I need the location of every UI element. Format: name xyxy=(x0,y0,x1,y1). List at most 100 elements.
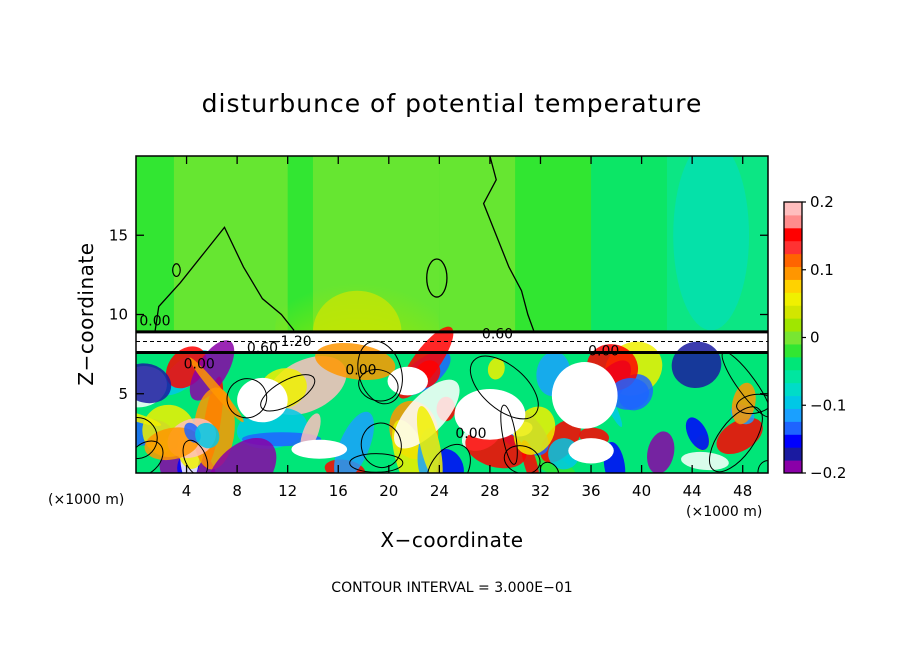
contour-line xyxy=(503,445,541,473)
x-tick-label: 32 xyxy=(531,482,550,500)
colorbar-swatch xyxy=(784,382,802,397)
contour-label: 0.00 xyxy=(455,426,486,442)
contour-label: 0.60 xyxy=(482,326,513,342)
colorbar-tick-label: 0.1 xyxy=(810,261,834,279)
swirl xyxy=(608,378,650,410)
contour-line xyxy=(539,461,560,473)
contour-line xyxy=(500,404,518,465)
contour-label: 0.00 xyxy=(139,314,170,330)
contour-line xyxy=(426,443,471,473)
contour-label: 0.60 xyxy=(247,341,278,357)
chart-title: disturbunce of potential temperature xyxy=(202,89,703,118)
colorbar-swatch xyxy=(784,253,802,268)
x-tick-label: 16 xyxy=(329,482,348,500)
contour-line xyxy=(736,393,768,415)
contour-interval-note: CONTOUR INTERVAL = 3.000E−01 xyxy=(331,580,572,596)
x-tick-label: 48 xyxy=(733,482,752,500)
swirl xyxy=(136,363,172,404)
contour-line xyxy=(721,351,768,418)
upper-patch xyxy=(439,156,516,332)
upper-patch xyxy=(173,156,288,332)
colorbar-swatch xyxy=(784,447,802,461)
contour-label: −1.20 xyxy=(269,334,312,350)
colorbar-swatch xyxy=(784,292,802,306)
x-tick-label: 4 xyxy=(182,482,192,500)
x-axis-title: X−coordinate xyxy=(380,528,523,552)
colorbar-swatch xyxy=(784,227,802,242)
contour-line xyxy=(757,460,768,473)
x-tick-label: 36 xyxy=(581,482,600,500)
contour-line xyxy=(154,226,295,333)
y-tick-label: 5 xyxy=(118,385,128,403)
colorbar-swatch xyxy=(784,434,802,448)
x-unit-left: (×1000 m) xyxy=(48,492,124,508)
colorbar-swatch xyxy=(784,331,802,345)
contour-line xyxy=(482,156,535,333)
colorbar-swatch xyxy=(784,279,802,293)
x-tick-label: 40 xyxy=(632,482,651,500)
colorbar-swatch xyxy=(784,421,802,435)
colorbar-tick-label: 0.2 xyxy=(810,193,834,211)
colorbar-swatch xyxy=(784,408,802,422)
colorbar-swatch xyxy=(784,240,802,255)
colorbar-swatch xyxy=(784,395,802,409)
swirl xyxy=(195,422,220,449)
x-axis-ticks: 4 8 12 16 20 24 28 32 36 40 44 48 xyxy=(182,156,752,500)
swirl xyxy=(685,417,709,450)
white-patch xyxy=(568,438,614,464)
contour-line xyxy=(136,440,164,473)
swirl xyxy=(487,357,505,380)
colorbar-swatch xyxy=(784,369,802,384)
colorbar-swatch xyxy=(784,318,802,332)
colorbar: 0.2 0.1 0 −0.1 −0.2 xyxy=(783,193,846,482)
colorbar-tick-label: −0.1 xyxy=(810,396,846,414)
x-unit-right: (×1000 m) xyxy=(686,504,762,520)
colorbar-swatch xyxy=(784,305,802,319)
colorbar-swatch xyxy=(784,266,802,280)
swirl xyxy=(647,431,675,473)
contour-line xyxy=(709,406,763,473)
y-axis-ticks: 5 10 15 xyxy=(109,226,768,403)
y-tick-label: 15 xyxy=(109,226,128,244)
colorbar-swatch xyxy=(784,460,802,474)
contour-label: 0.00 xyxy=(588,344,619,360)
contour-line xyxy=(360,422,402,469)
x-tick-label: 12 xyxy=(278,482,297,500)
contour-label: 0.00 xyxy=(345,363,376,379)
x-tick-label: 24 xyxy=(430,482,449,500)
colorbar-swatch xyxy=(784,214,802,229)
swirl xyxy=(144,427,200,461)
white-patch xyxy=(551,362,618,429)
swirl xyxy=(716,417,763,455)
upper-patch xyxy=(591,156,667,332)
x-tick-label: 44 xyxy=(683,482,702,500)
swirl xyxy=(416,406,443,473)
colorbar-tick-label: −0.2 xyxy=(810,464,846,482)
contour-line xyxy=(226,378,268,419)
contour-label: 0.00 xyxy=(184,356,215,372)
white-patch xyxy=(387,366,428,396)
x-tick-label: 28 xyxy=(480,482,499,500)
colorbar-swatch xyxy=(784,356,802,371)
contour-line xyxy=(172,263,181,278)
swirl xyxy=(334,411,375,473)
x-tick-label: 8 xyxy=(232,482,242,500)
colorbar-swatch xyxy=(784,202,802,216)
cool-patch xyxy=(673,156,750,331)
white-patch xyxy=(454,388,526,440)
contour-line xyxy=(182,439,209,473)
contour-line xyxy=(426,258,448,298)
white-patch xyxy=(291,439,348,459)
contour-line xyxy=(260,374,316,412)
contour-line xyxy=(469,355,539,420)
x-tick-label: 20 xyxy=(379,482,398,500)
y-tick-label: 10 xyxy=(109,306,128,324)
colorbar-tick-label: 0 xyxy=(810,329,820,347)
swirl xyxy=(681,451,729,471)
colorbar-swatch xyxy=(784,343,802,358)
contour-layer xyxy=(136,156,768,473)
contour-label-layer: 0.000.600.00−1.200.600.00 0.000.00 xyxy=(139,314,619,443)
swirl xyxy=(189,340,235,401)
